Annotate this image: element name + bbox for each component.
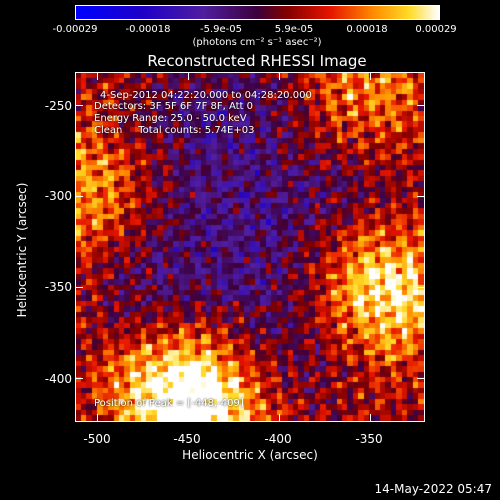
y-axis-label: Heliocentric Y (arcsec) (15, 182, 29, 318)
colorbar (75, 5, 440, 20)
x-tick-label: -500 (83, 432, 111, 446)
y-tickmark (417, 287, 425, 289)
colorbar-tick-label: -0.00018 (125, 24, 171, 35)
x-tickmark (370, 72, 372, 80)
y-tickmark (75, 195, 83, 197)
footer-timestamp: 14-May-2022 05:47 (374, 482, 492, 496)
annotation-clean: Clean Total counts: 5.74E+03 (94, 125, 255, 136)
x-tickmark (96, 72, 98, 80)
colorbar-tick-label: 0.00018 (346, 24, 388, 35)
annotation-energy: Energy Range: 25.0 - 50.0 keV (94, 113, 247, 124)
annotation-peak-position: Position of Peak = [-448,-409] (94, 398, 244, 409)
colorbar-tick-label: -0.00029 (52, 24, 98, 35)
y-tick-label: -350 (44, 280, 72, 294)
colorbar-unit-label: (photons cm⁻² s⁻¹ asec⁻²) (192, 37, 322, 48)
y-tick-label: -300 (44, 189, 72, 203)
plot-area (75, 72, 425, 422)
colorbar-tick-label: 5.9e-05 (274, 24, 314, 35)
x-axis-label: Heliocentric X (arcsec) (182, 448, 318, 462)
heatmap-image (76, 73, 424, 421)
y-tickmark (75, 378, 83, 380)
y-tick-label: -400 (44, 372, 72, 386)
x-tickmark (188, 72, 190, 80)
colorbar-tick-label: -5.9e-05 (200, 24, 242, 35)
y-tick-label: -250 (44, 99, 72, 113)
x-tick-label: -400 (264, 432, 292, 446)
y-tickmark (417, 195, 425, 197)
x-tickmark (279, 72, 281, 80)
y-tickmark (417, 104, 425, 106)
annotation-time: 4-Sep-2012 04:22:20.000 to 04:28:20.000 (100, 90, 312, 101)
y-tickmark (75, 104, 83, 106)
x-tickmark (279, 414, 281, 422)
x-tick-label: -350 (355, 432, 383, 446)
colorbar-tick-label: 0.00029 (415, 24, 457, 35)
chart-title: Reconstructed RHESSI Image (147, 52, 367, 70)
annotation-detectors: Detectors: 3F 5F 6F 7F 8F, Att 0 (94, 101, 254, 112)
y-tickmark (75, 287, 83, 289)
x-tickmark (96, 414, 98, 422)
x-tickmark (370, 414, 372, 422)
y-tickmark (417, 378, 425, 380)
x-tickmark (188, 414, 190, 422)
x-tick-label: -450 (173, 432, 201, 446)
